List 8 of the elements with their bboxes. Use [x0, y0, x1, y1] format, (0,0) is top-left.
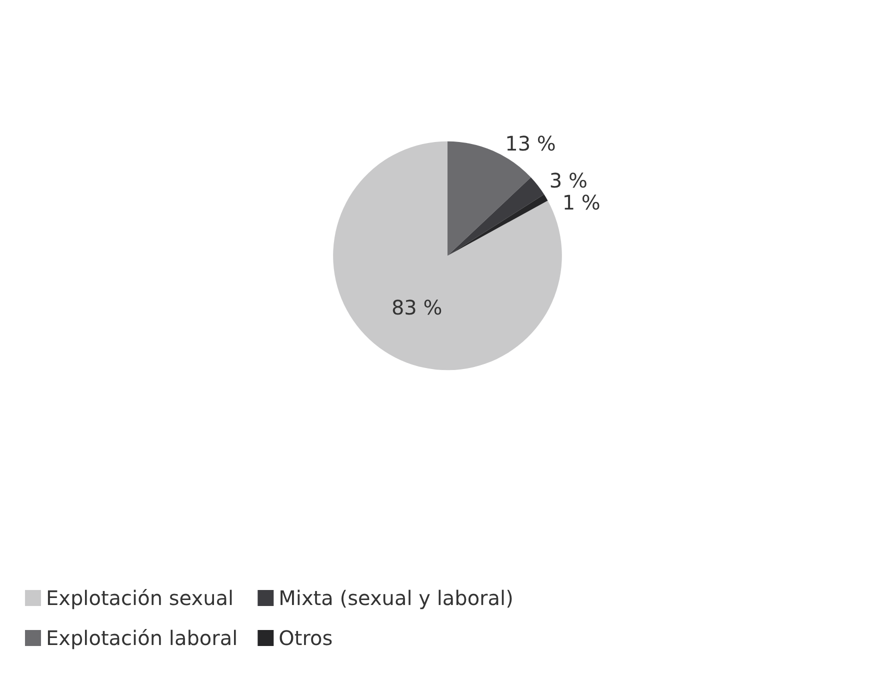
data-label: 3 % — [549, 168, 588, 193]
data-label: 13 % — [505, 131, 556, 156]
legend-label: Explotación sexual — [46, 586, 234, 610]
data-label: 83 % — [391, 296, 442, 320]
legend-label: Otros — [278, 626, 333, 650]
legend-label: Explotación laboral — [46, 626, 238, 650]
legend-label: Mixta (sexual y laboral) — [278, 586, 514, 610]
data-label: 1 % — [562, 190, 600, 215]
